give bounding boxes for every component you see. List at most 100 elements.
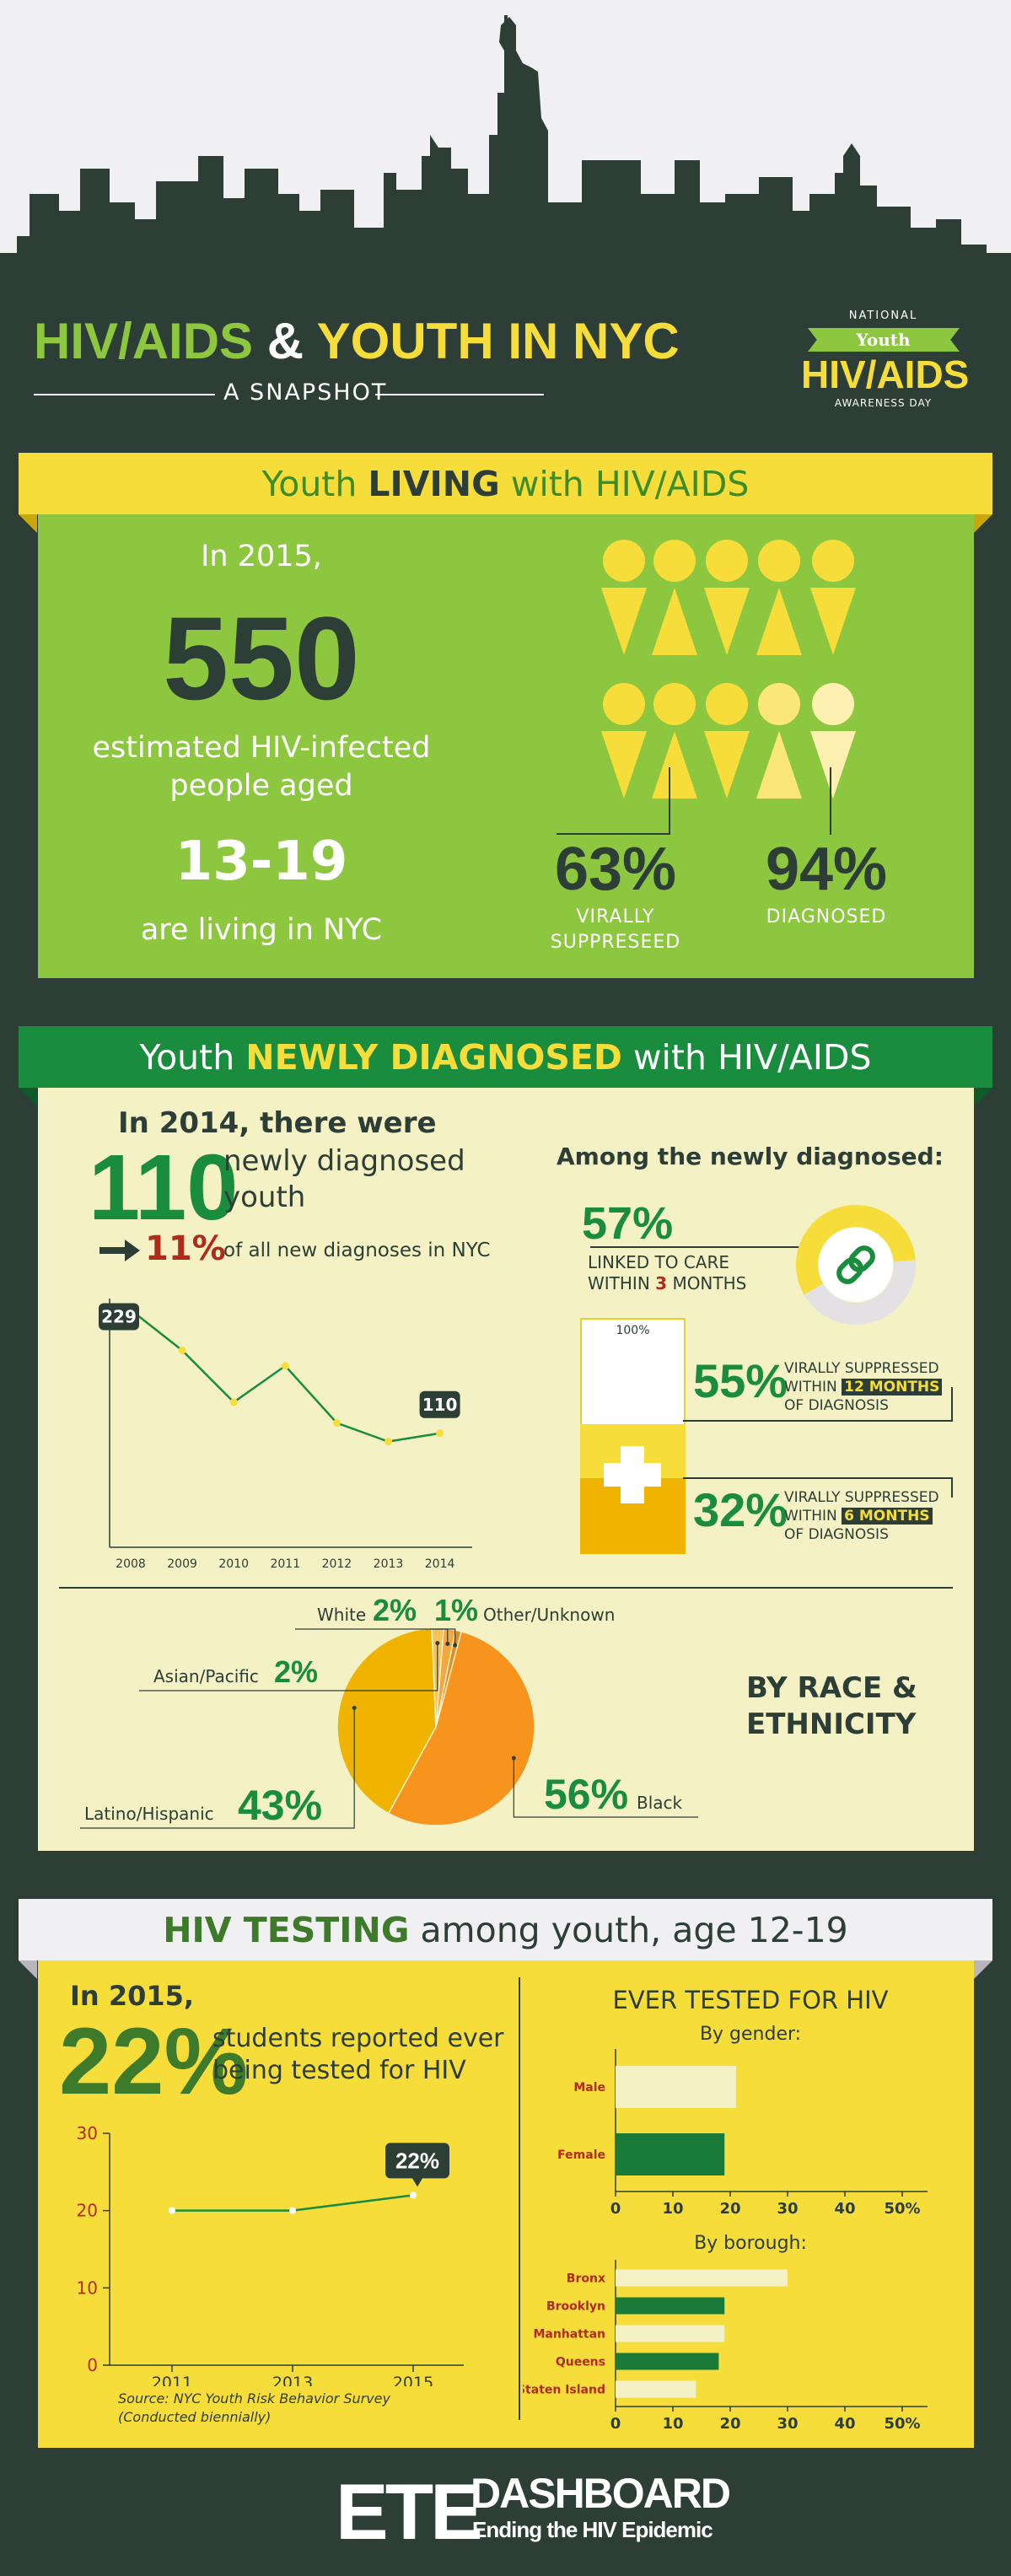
x-tick-label: 30: [777, 2200, 798, 2218]
person-head-icon: [653, 540, 696, 582]
pie-pct-label: 1%: [434, 1594, 478, 1627]
pie-slice-latino-hispanic: [336, 1627, 437, 1815]
bar-male: [616, 2066, 736, 2108]
bar-category-label: Queens: [556, 2356, 605, 2369]
testing-divider: [519, 1977, 520, 2420]
newly-count: 110: [89, 1136, 239, 1240]
x-tick-label: 40: [834, 2200, 855, 2218]
supp12-label: VIRALLY SUPPRESSED WITHIN 12 MONTHS OF D…: [784, 1359, 943, 1415]
x-tick-label: 2013: [272, 2374, 313, 2386]
person-head-icon: [603, 540, 645, 582]
person-head-icon: [706, 540, 748, 582]
bar-queens: [616, 2353, 719, 2370]
supp12-pct: 55%: [693, 1354, 788, 1407]
data-point: [410, 2191, 417, 2199]
awareness-day-badge: NATIONAL Youth HIV/AIDS AWARENESS DAY: [801, 308, 970, 413]
pie-pct-label: 56%: [544, 1771, 628, 1818]
chain-link-left: [836, 1257, 863, 1284]
living-ribbon: Youth LIVING with HIV/AIDS: [19, 453, 992, 514]
supp6-pct: 32%: [693, 1483, 788, 1536]
living-year: In 2015,: [201, 540, 322, 573]
suppression-bar-top-label: 100%: [616, 1324, 650, 1337]
x-tick-label: 50%: [884, 2415, 920, 2428]
virally-leader-h: [557, 833, 670, 835]
point-label-box: [385, 2143, 449, 2187]
bar-staten-island: [616, 2380, 696, 2398]
person-head-icon: [758, 540, 800, 582]
virally-leader-v: [669, 767, 670, 835]
data-point: [385, 1438, 392, 1446]
bar-female: [616, 2133, 725, 2175]
pie-leader-line: [80, 1707, 355, 1829]
tested-by-gender-chart: 0 10 20 30 40 50% Male Female: [557, 2049, 928, 2218]
person-head-icon: [758, 683, 800, 725]
newly-diagnosed-trend-chart: 2008 2009 2010 2011 2012 2013 2014 229 110: [99, 1299, 472, 1571]
diagnosed-leader-v: [830, 767, 831, 835]
data-point: [436, 1429, 444, 1438]
ribbon3-fold-left: [19, 1960, 37, 1979]
pie-pct-label: 43%: [238, 1782, 322, 1829]
nyc-skyline-illustration: [0, 15, 1011, 278]
by-borough-title: By borough:: [694, 2233, 807, 2254]
badge-awareness: AWARENESS DAY: [834, 397, 933, 409]
bar-category-label: Bronx: [567, 2272, 605, 2286]
data-point: [178, 1346, 186, 1354]
pie-category-label: Asian/Pacific: [153, 1666, 259, 1686]
badge-hivaids: HIV/AIDS: [801, 352, 970, 396]
x-tick-label: 2008: [116, 1557, 146, 1571]
race-ethnicity-pie-chart: 56% Black Latino/Hispanic 43% Asian/Pacific 2…: [80, 1594, 698, 1829]
race-title-1: BY RACE &: [746, 1671, 917, 1705]
chain-link-right: [848, 1245, 875, 1272]
supp6-leader-v: [951, 1477, 953, 1498]
ribbon2-fold-right: [974, 1088, 992, 1106]
diagnosed-label: DIAGNOSED: [766, 906, 887, 928]
point-label: 110: [422, 1395, 458, 1415]
ever-tested-title: EVER TESTED FOR HIV: [612, 1986, 889, 2014]
y-tick-label: 10: [77, 2278, 98, 2298]
section-divider: [59, 1587, 953, 1589]
pie-category-label: Other/Unknown: [483, 1605, 615, 1625]
data-point: [169, 2207, 175, 2214]
pie-leader-line: [430, 1628, 456, 1646]
newly-ribbon: Youth NEWLY DIAGNOSED with HIV/AIDS: [19, 1026, 992, 1088]
bar-manhattan: [616, 2325, 725, 2342]
ete-tagline: Ending the HIV Epidemic: [472, 2517, 713, 2542]
supp6-leader: [683, 1477, 953, 1479]
x-tick-label: 2011: [270, 1557, 300, 1571]
person-head-icon: [706, 683, 748, 725]
pie-category-label: White: [317, 1605, 366, 1625]
person-body-icon: [756, 731, 802, 799]
x-tick-label: 2011: [152, 2374, 192, 2386]
living-desc-2: people aged: [169, 769, 353, 803]
x-tick-label: 2014: [425, 1557, 455, 1571]
person-body-icon: [704, 731, 750, 799]
x-tick-label: 20: [719, 2415, 740, 2428]
testing-trend-chart: 0 10 20 30 2011 2013 2015 22%: [77, 2123, 464, 2386]
ete-logo: ETE: [336, 2467, 483, 2556]
ribbon3-fold-right: [974, 1960, 992, 1979]
person-body-icon: [704, 588, 750, 655]
person-body-icon: [756, 588, 802, 655]
x-tick-label: 10: [662, 2415, 683, 2428]
linked-to-care-pct: 57%: [582, 1198, 674, 1249]
bar-category-label: Brooklyn: [546, 2300, 605, 2314]
person-body-icon: [601, 731, 647, 799]
person-body-icon: [810, 731, 856, 799]
subtitle-rule-right: [375, 394, 544, 395]
x-tick-label: 0: [610, 2200, 621, 2218]
badge-youth: Youth: [856, 330, 911, 350]
x-tick-label: 40: [834, 2415, 855, 2428]
ribbon-fold-right: [974, 514, 992, 533]
person-head-icon: [603, 683, 645, 725]
y-tick-label: 20: [77, 2201, 98, 2221]
y-tick-label: 0: [87, 2355, 98, 2375]
arrow-right-icon: [99, 1240, 140, 1261]
point-label-box: [99, 1303, 139, 1331]
data-point: [229, 1398, 238, 1406]
linked-leader: [590, 1246, 801, 1248]
testing-pct: 22%: [59, 2009, 249, 2114]
newly-intro: In 2014, there were: [118, 1106, 437, 1140]
newly-count-label-2: youth: [223, 1180, 306, 1214]
person-body-icon: [652, 588, 697, 655]
supp12-leader-v: [951, 1387, 953, 1421]
